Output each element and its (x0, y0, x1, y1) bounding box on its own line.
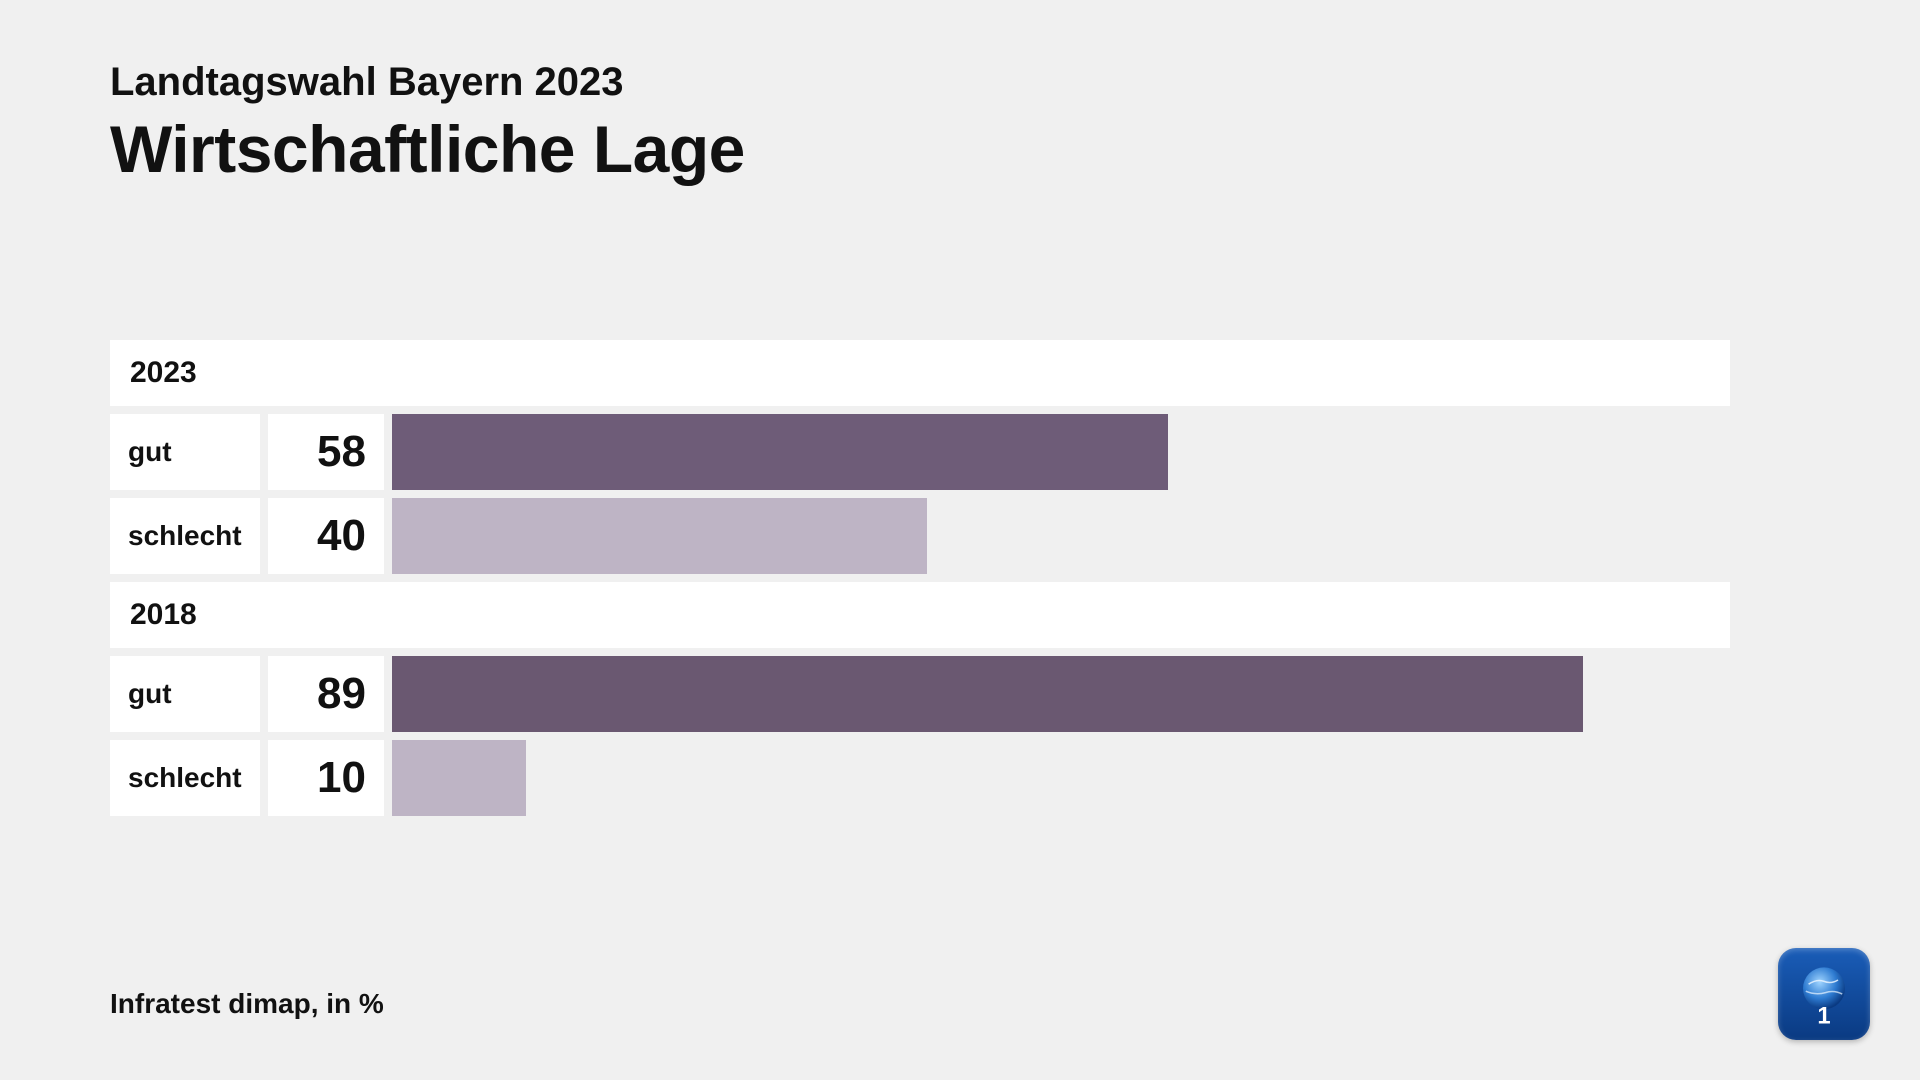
bar-row-label: gut (110, 656, 260, 732)
bar-chart: 2023gut58schlecht402018gut89schlecht10 (110, 340, 1730, 824)
bar-fill (392, 740, 526, 816)
bar-row-value: 89 (268, 656, 384, 732)
globe-icon: 1 (1789, 959, 1859, 1029)
bar-row: gut89 (110, 656, 1730, 732)
bar-row: gut58 (110, 414, 1730, 490)
bar-row-value: 10 (268, 740, 384, 816)
bar-track (392, 414, 1730, 490)
chart-title: Wirtschaftliche Lage (110, 111, 745, 187)
bar-row-label: gut (110, 414, 260, 490)
group-header: 2018 (110, 582, 1730, 648)
chart-header: Landtagswahl Bayern 2023 Wirtschaftliche… (110, 60, 745, 187)
bar-track (392, 498, 1730, 574)
svg-text:1: 1 (1817, 1002, 1830, 1029)
bar-fill (392, 414, 1168, 490)
bar-track (392, 656, 1730, 732)
chart-subtitle: Landtagswahl Bayern 2023 (110, 60, 745, 105)
bar-row-label: schlecht (110, 498, 260, 574)
bar-fill (392, 498, 927, 574)
bar-row-value: 58 (268, 414, 384, 490)
bar-fill (392, 656, 1583, 732)
bar-row: schlecht40 (110, 498, 1730, 574)
bar-track (392, 740, 1730, 816)
bar-row-label: schlecht (110, 740, 260, 816)
chart-source: Infratest dimap, in % (110, 988, 384, 1020)
group-header: 2023 (110, 340, 1730, 406)
broadcaster-logo: 1 (1778, 948, 1870, 1040)
bar-row: schlecht10 (110, 740, 1730, 816)
bar-row-value: 40 (268, 498, 384, 574)
